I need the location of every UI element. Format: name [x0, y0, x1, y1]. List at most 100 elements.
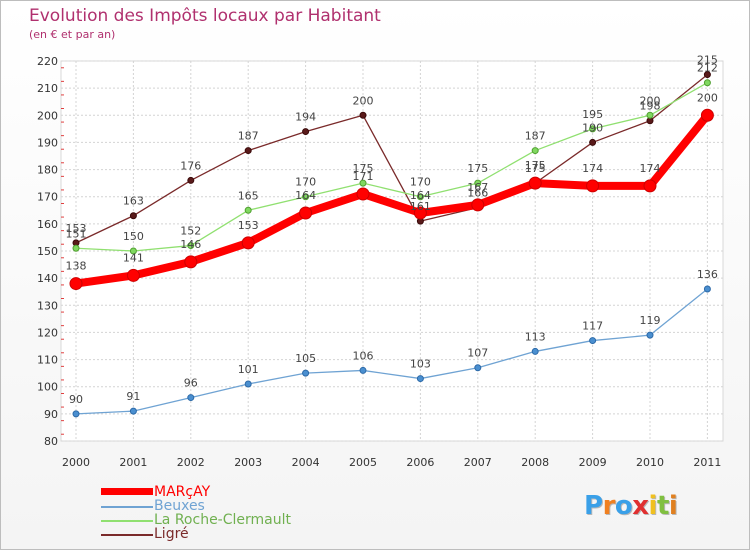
chart-title: Evolution des Impôts locaux par Habitant [29, 6, 381, 26]
legend-label-marcay: MARçAY [154, 484, 211, 500]
series-line-mar-ay [72, 111, 712, 288]
data-point-mar-ay [299, 206, 313, 220]
data-point-beuxes [302, 369, 310, 377]
y-tick-label: 150 [37, 245, 58, 258]
data-point-beuxes [703, 285, 711, 293]
data-label-ligr-: 161 [410, 200, 431, 213]
data-point-la-roche-clermault [72, 244, 80, 252]
data-label-ligr-: 194 [295, 111, 316, 124]
data-point-mar-ay [126, 268, 140, 282]
data-point-mar-ay [69, 277, 83, 291]
y-tick-label: 120 [37, 326, 58, 339]
y-tick-label: 130 [37, 299, 58, 312]
y-tick-label: 190 [37, 136, 58, 149]
data-label-ligr-: 215 [697, 54, 718, 67]
logo-letter: o [614, 491, 633, 521]
data-label-beuxes: 90 [69, 393, 83, 406]
x-tick-label: 2003 [234, 456, 262, 469]
logo-letter: x [632, 491, 649, 521]
data-label-mar-ay: 153 [238, 219, 259, 232]
data-label-ligr-: 198 [640, 100, 661, 113]
data-label-beuxes: 107 [467, 347, 488, 360]
data-point-mar-ay [471, 198, 485, 212]
data-label-mar-ay: 164 [410, 189, 431, 202]
data-label-la-roche-clermault: 187 [525, 130, 546, 143]
data-label-mar-ay: 174 [582, 162, 603, 175]
y-tick-label: 210 [37, 82, 58, 95]
data-label-mar-ay: 171 [353, 170, 374, 183]
x-tick-label: 2009 [579, 456, 607, 469]
data-point-mar-ay [528, 176, 542, 190]
data-label-ligr-: 163 [123, 195, 144, 208]
data-point-beuxes [531, 347, 539, 355]
data-point-ligr- [187, 176, 195, 184]
data-point-la-roche-clermault [244, 206, 252, 214]
y-tick-label: 170 [37, 191, 58, 204]
data-label-mar-ay: 200 [697, 91, 718, 104]
data-point-la-roche-clermault [187, 242, 195, 250]
data-point-la-roche-clermault [531, 147, 539, 155]
data-label-la-roche-clermault: 195 [582, 108, 603, 121]
data-label-mar-ay: 167 [467, 181, 488, 194]
proxiti-logo: Proxiti [584, 491, 678, 521]
data-point-beuxes [359, 366, 367, 374]
data-label-la-roche-clermault: 150 [123, 230, 144, 243]
data-point-beuxes [72, 410, 80, 418]
data-point-mar-ay [241, 236, 255, 250]
data-label-mar-ay: 146 [180, 238, 201, 251]
y-tick-label: 180 [37, 164, 58, 177]
data-point-la-roche-clermault [416, 193, 424, 201]
chart-subtitle: (en € et par an) [29, 28, 116, 41]
data-point-la-roche-clermault [359, 179, 367, 187]
legend-swatch-beuxes [101, 506, 153, 508]
data-point-la-roche-clermault [646, 111, 654, 119]
data-label-la-roche-clermault: 170 [295, 176, 316, 189]
data-point-beuxes [244, 380, 252, 388]
data-point-beuxes [187, 394, 195, 402]
data-label-ligr-: 153 [66, 222, 87, 235]
data-point-la-roche-clermault [703, 79, 711, 87]
legend-swatch-ligre [101, 534, 153, 536]
logo-letter: t [656, 491, 669, 521]
data-label-la-roche-clermault: 152 [180, 225, 201, 238]
x-tick-label: 2004 [292, 456, 320, 469]
data-point-mar-ay [586, 179, 600, 193]
legend-label-beuxes: Beuxes [154, 498, 205, 514]
data-label-ligr-: 190 [582, 121, 603, 134]
data-point-beuxes [416, 375, 424, 383]
data-label-beuxes: 117 [582, 320, 603, 333]
x-tick-label: 2000 [62, 456, 90, 469]
series-line-la-roche-clermault [75, 82, 709, 252]
data-point-la-roche-clermault [302, 193, 310, 201]
data-label-mar-ay: 164 [295, 189, 316, 202]
data-label-mar-ay: 141 [123, 251, 144, 264]
data-label-beuxes: 106 [353, 349, 374, 362]
logo-letter: P [584, 491, 603, 521]
x-tick-label: 2005 [349, 456, 377, 469]
data-point-ligr- [589, 138, 597, 146]
data-label-ligr-: 200 [353, 94, 374, 107]
legend-swatch-la-roche-clermault [101, 520, 153, 522]
data-point-ligr- [129, 212, 137, 220]
legend-label-ligre: Ligré [154, 526, 189, 542]
x-tick-label: 2006 [406, 456, 434, 469]
y-tick-label: 80 [44, 435, 58, 448]
y-tick-label: 90 [44, 408, 58, 421]
data-point-mar-ay [413, 206, 427, 220]
y-tick-label: 200 [37, 109, 58, 122]
series-line-ligr- [75, 73, 709, 244]
data-label-ligr-: 166 [467, 187, 488, 200]
data-label-ligr-: 187 [238, 130, 259, 143]
data-point-beuxes [589, 337, 597, 345]
data-label-beuxes: 101 [238, 363, 259, 376]
data-label-mar-ay: 138 [66, 260, 87, 273]
data-label-beuxes: 113 [525, 330, 546, 343]
data-point-beuxes [474, 364, 482, 372]
y-tick-label: 140 [37, 272, 58, 285]
data-label-beuxes: 91 [126, 390, 140, 403]
data-point-ligr- [359, 111, 367, 119]
x-tick-label: 2011 [693, 456, 721, 469]
logo-letter: i [648, 491, 658, 521]
data-label-ligr-: 176 [180, 159, 201, 172]
